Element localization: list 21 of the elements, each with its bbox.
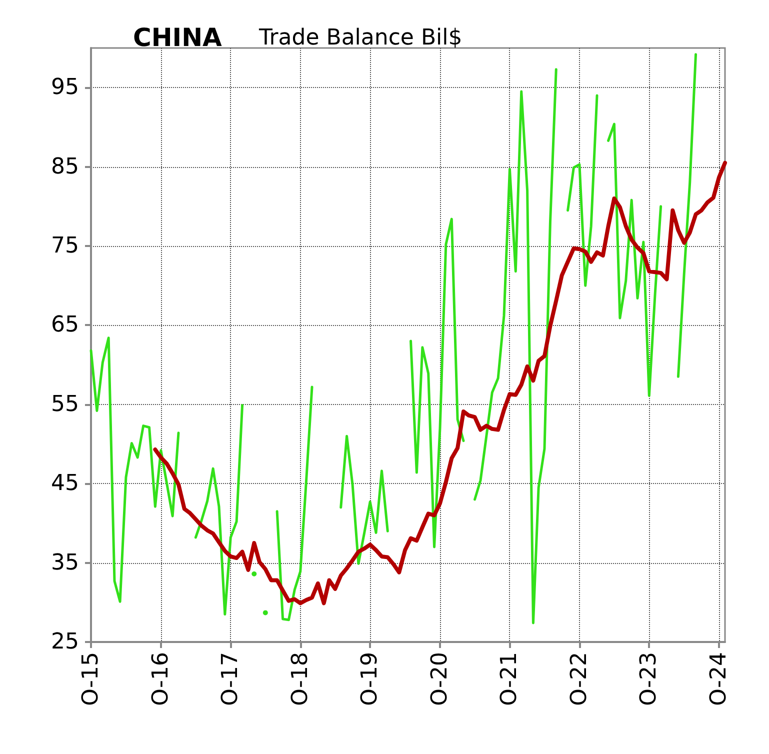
y-tick-label: 85 xyxy=(51,154,79,180)
x-tick-label: O-21 xyxy=(497,652,522,706)
x-tick-label: O-15 xyxy=(78,652,104,706)
x-tick-label: O-17 xyxy=(218,652,244,706)
y-tick-label: 45 xyxy=(51,471,79,496)
line-series xyxy=(153,160,727,606)
x-tick-label: O-20 xyxy=(427,652,452,706)
y-tick-label: 35 xyxy=(51,550,79,576)
y-tick-label: 65 xyxy=(51,312,79,338)
chart-title: CHINA xyxy=(133,23,222,52)
y-tick-label: 75 xyxy=(51,234,79,258)
x-tick-label: O-23 xyxy=(636,652,662,706)
x-tick-label: O-24 xyxy=(706,652,732,706)
chart-subtitle: Trade Balance Bil$ xyxy=(258,26,462,50)
x-tick-label: O-16 xyxy=(148,652,174,706)
x-tick-label: O-18 xyxy=(288,652,313,706)
x-tick-label: O-19 xyxy=(358,652,383,706)
y-tick-label: 95 xyxy=(51,75,79,100)
y-tick-label: 25 xyxy=(51,630,79,654)
x-tick-label: O-22 xyxy=(566,652,592,706)
y-tick-label: 55 xyxy=(51,392,79,417)
